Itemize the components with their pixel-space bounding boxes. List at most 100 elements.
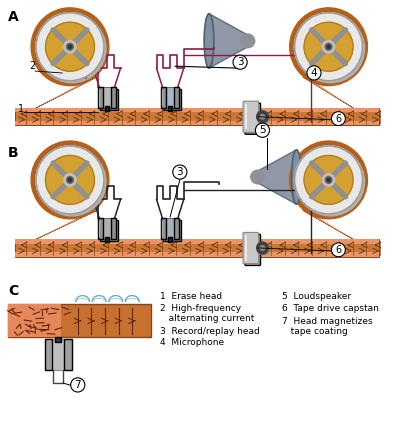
Polygon shape xyxy=(258,150,296,204)
Text: alternating current: alternating current xyxy=(160,314,255,323)
FancyBboxPatch shape xyxy=(161,218,179,239)
FancyBboxPatch shape xyxy=(105,106,109,111)
Circle shape xyxy=(304,22,353,71)
FancyBboxPatch shape xyxy=(161,86,166,108)
Polygon shape xyxy=(307,80,357,110)
Circle shape xyxy=(68,178,72,181)
Text: 2: 2 xyxy=(29,61,36,71)
Text: 3: 3 xyxy=(237,57,244,67)
Circle shape xyxy=(38,148,106,216)
Circle shape xyxy=(290,141,368,219)
Polygon shape xyxy=(32,213,92,241)
Text: 6: 6 xyxy=(335,245,342,255)
FancyBboxPatch shape xyxy=(111,86,116,108)
Text: 4  Microphone: 4 Microphone xyxy=(160,338,224,347)
Text: tape coating: tape coating xyxy=(282,327,348,336)
Circle shape xyxy=(36,13,104,81)
Circle shape xyxy=(296,148,364,216)
Circle shape xyxy=(31,141,109,219)
Circle shape xyxy=(260,245,265,250)
Circle shape xyxy=(290,8,368,86)
Circle shape xyxy=(36,13,104,81)
Circle shape xyxy=(64,174,76,186)
Ellipse shape xyxy=(292,150,301,204)
FancyBboxPatch shape xyxy=(45,339,52,371)
Circle shape xyxy=(322,174,335,186)
FancyBboxPatch shape xyxy=(161,218,166,239)
FancyBboxPatch shape xyxy=(45,339,72,371)
FancyBboxPatch shape xyxy=(14,108,379,112)
FancyBboxPatch shape xyxy=(163,89,181,110)
FancyBboxPatch shape xyxy=(243,232,258,264)
Circle shape xyxy=(260,114,265,119)
Circle shape xyxy=(258,112,269,123)
Circle shape xyxy=(322,41,335,53)
FancyBboxPatch shape xyxy=(111,218,116,239)
Polygon shape xyxy=(32,80,91,110)
Ellipse shape xyxy=(204,14,214,68)
FancyBboxPatch shape xyxy=(98,218,102,239)
Text: 7  Head magnetizes: 7 Head magnetizes xyxy=(282,317,372,326)
Polygon shape xyxy=(307,213,357,241)
Text: 5  Loudspeaker: 5 Loudspeaker xyxy=(282,292,351,301)
Circle shape xyxy=(36,146,104,214)
FancyBboxPatch shape xyxy=(8,304,151,338)
Text: 2  High-frequency: 2 High-frequency xyxy=(160,304,242,313)
Circle shape xyxy=(294,146,362,214)
Text: A: A xyxy=(8,10,18,24)
FancyBboxPatch shape xyxy=(161,86,179,108)
Circle shape xyxy=(294,146,362,214)
FancyBboxPatch shape xyxy=(64,339,72,371)
FancyBboxPatch shape xyxy=(100,220,118,241)
Circle shape xyxy=(31,8,109,86)
Text: 6  Tape drive capstan: 6 Tape drive capstan xyxy=(282,304,379,313)
Circle shape xyxy=(257,111,268,123)
FancyBboxPatch shape xyxy=(100,89,118,110)
FancyBboxPatch shape xyxy=(14,121,379,126)
FancyBboxPatch shape xyxy=(174,218,179,239)
FancyBboxPatch shape xyxy=(98,86,116,108)
Circle shape xyxy=(258,243,269,255)
FancyBboxPatch shape xyxy=(14,252,379,257)
Text: 6: 6 xyxy=(335,114,342,124)
Circle shape xyxy=(325,43,332,50)
FancyBboxPatch shape xyxy=(243,101,258,132)
Text: C: C xyxy=(8,284,18,298)
Circle shape xyxy=(66,176,73,183)
Circle shape xyxy=(38,15,106,83)
Circle shape xyxy=(241,34,255,48)
Text: 4: 4 xyxy=(311,68,317,78)
Text: 1: 1 xyxy=(18,104,24,114)
FancyBboxPatch shape xyxy=(174,86,179,108)
Circle shape xyxy=(327,178,330,181)
Text: 5: 5 xyxy=(259,125,266,135)
FancyBboxPatch shape xyxy=(8,304,61,338)
Polygon shape xyxy=(303,210,361,244)
Circle shape xyxy=(68,45,72,48)
FancyBboxPatch shape xyxy=(14,239,379,257)
Polygon shape xyxy=(28,78,96,112)
Circle shape xyxy=(36,146,104,214)
FancyBboxPatch shape xyxy=(245,234,260,265)
Circle shape xyxy=(64,41,76,53)
FancyBboxPatch shape xyxy=(163,220,181,241)
Circle shape xyxy=(296,15,364,83)
FancyBboxPatch shape xyxy=(168,106,172,111)
Circle shape xyxy=(251,170,264,184)
Circle shape xyxy=(257,242,268,254)
Circle shape xyxy=(327,45,330,48)
Text: 3  Record/replay head: 3 Record/replay head xyxy=(160,327,260,336)
Circle shape xyxy=(294,13,362,81)
Circle shape xyxy=(46,156,94,204)
Circle shape xyxy=(294,13,362,81)
FancyBboxPatch shape xyxy=(98,218,116,239)
Text: 1  Erase head: 1 Erase head xyxy=(160,292,222,301)
FancyBboxPatch shape xyxy=(168,237,172,242)
Polygon shape xyxy=(303,77,361,113)
FancyBboxPatch shape xyxy=(245,103,260,134)
FancyBboxPatch shape xyxy=(14,108,379,126)
FancyBboxPatch shape xyxy=(14,239,379,244)
FancyBboxPatch shape xyxy=(105,237,109,242)
Circle shape xyxy=(325,176,332,183)
Circle shape xyxy=(46,22,94,71)
